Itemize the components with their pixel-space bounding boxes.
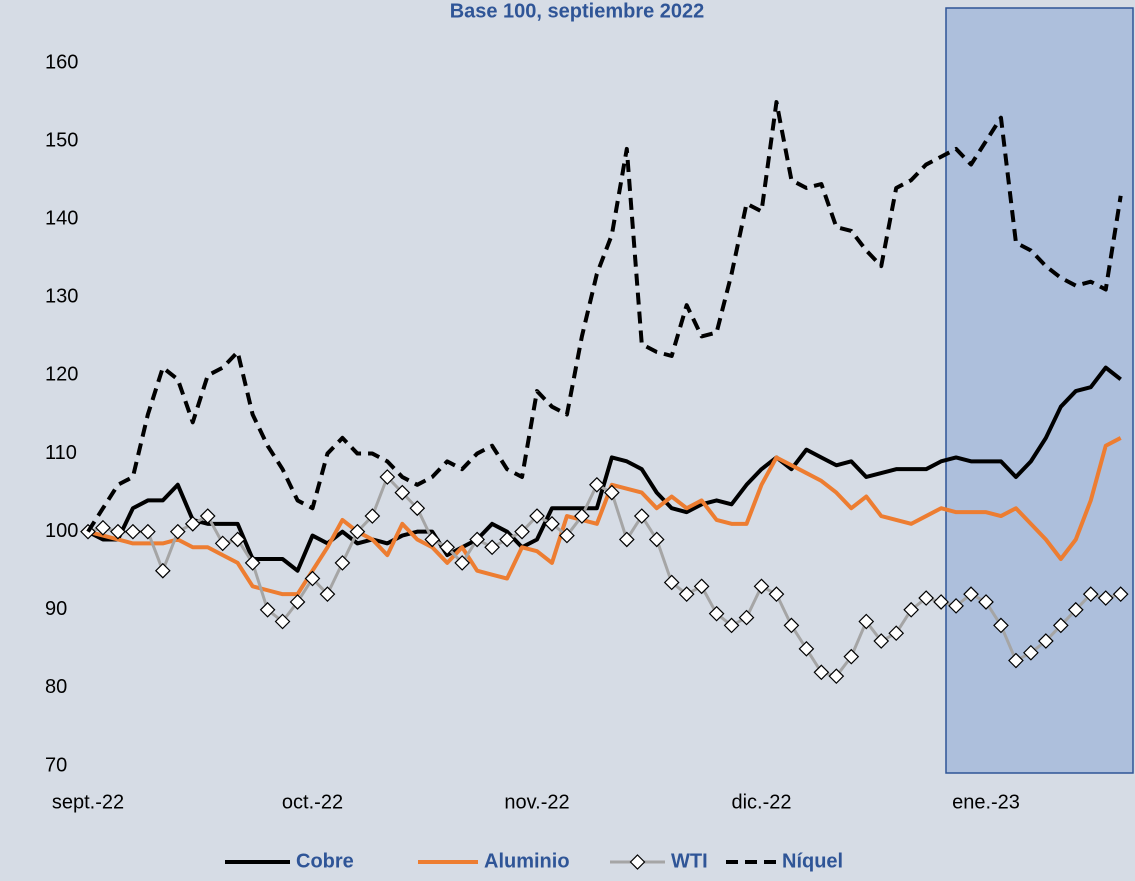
data-marker — [768, 586, 785, 603]
data-marker — [873, 633, 890, 649]
data-marker — [574, 508, 590, 524]
data-marker — [214, 535, 231, 552]
data-marker — [110, 523, 126, 540]
y-tick-label: 120 — [45, 364, 78, 386]
series-line — [87, 475, 1122, 678]
data-marker — [125, 523, 141, 540]
legend-marker — [629, 854, 646, 870]
x-tick-label: sept.-22 — [52, 791, 124, 813]
data-marker — [753, 578, 770, 595]
x-tick-label: nov.-22 — [504, 791, 569, 813]
data-marker — [1097, 590, 1114, 606]
data-marker — [199, 508, 216, 524]
data-marker — [514, 523, 530, 540]
data-marker — [1067, 601, 1084, 618]
data-marker — [544, 516, 560, 532]
data-marker — [154, 562, 171, 579]
data-marker — [229, 531, 246, 548]
data-marker — [364, 508, 381, 524]
data-marker — [648, 531, 665, 548]
data-marker — [499, 531, 515, 548]
data-marker — [1052, 617, 1069, 634]
data-marker — [484, 539, 500, 556]
y-tick-label: 70 — [45, 754, 67, 776]
data-marker — [888, 625, 905, 642]
y-tick-label: 140 — [45, 208, 78, 230]
x-tick-label: oct.-22 — [282, 791, 343, 813]
series-line — [87, 365, 1122, 573]
data-marker — [618, 531, 635, 548]
data-marker — [1082, 586, 1099, 603]
data-marker — [693, 578, 710, 595]
data-marker — [304, 570, 321, 587]
y-tick-label: 110 — [45, 442, 77, 464]
data-marker — [783, 617, 800, 634]
data-marker — [379, 469, 396, 485]
legend-label: Níquel — [782, 850, 843, 872]
data-marker — [454, 555, 471, 571]
data-marker — [334, 555, 351, 571]
data-marker — [678, 586, 695, 603]
chart-title: Base 100, septiembre 2022 — [450, 0, 705, 22]
x-tick-label: ene.-23 — [952, 791, 1020, 813]
highlight-region — [945, 7, 1134, 774]
data-marker — [1038, 633, 1054, 649]
data-marker — [828, 668, 845, 685]
y-tick-label: 160 — [45, 51, 78, 73]
data-marker — [723, 617, 740, 634]
data-marker — [244, 555, 261, 571]
data-marker — [95, 519, 111, 536]
data-marker — [169, 523, 186, 540]
data-marker — [738, 609, 755, 626]
y-tick-label: 80 — [45, 676, 67, 698]
data-marker — [708, 605, 725, 622]
data-marker — [184, 516, 201, 532]
data-marker — [633, 508, 650, 524]
legend-label: Aluminio — [484, 850, 570, 872]
data-marker — [993, 617, 1009, 634]
y-tick-label: 130 — [45, 286, 78, 308]
x-tick-label: dic.-22 — [731, 791, 791, 813]
data-marker — [349, 523, 366, 540]
data-marker — [978, 594, 994, 610]
data-marker — [140, 523, 156, 540]
data-marker — [903, 601, 920, 618]
data-marker — [289, 594, 306, 610]
data-marker — [798, 640, 815, 657]
data-marker — [843, 648, 860, 665]
data-marker — [409, 500, 426, 517]
data-marker — [1023, 644, 1039, 661]
data-marker — [529, 508, 545, 524]
data-marker — [663, 574, 680, 591]
data-marker — [439, 539, 456, 556]
data-marker — [424, 531, 441, 548]
data-marker — [559, 527, 575, 544]
data-marker — [589, 476, 605, 493]
data-marker — [948, 598, 964, 614]
data-marker — [858, 613, 875, 630]
data-marker — [319, 586, 336, 603]
data-marker — [274, 613, 291, 630]
series-line — [86, 100, 1123, 533]
data-marker — [963, 586, 979, 603]
y-tick-label: 150 — [45, 129, 78, 151]
data-marker — [394, 484, 411, 501]
y-tick-label: 90 — [45, 598, 67, 620]
data-marker — [933, 594, 949, 610]
data-marker — [813, 664, 830, 681]
data-marker — [1008, 652, 1024, 669]
data-marker — [603, 484, 620, 501]
data-marker — [259, 601, 276, 618]
legend-label: WTI — [671, 850, 708, 872]
y-tick-label: 100 — [45, 520, 78, 542]
data-marker — [918, 590, 934, 606]
data-marker — [469, 531, 485, 548]
data-marker — [1112, 586, 1129, 603]
legend-label: Cobre — [296, 850, 354, 872]
